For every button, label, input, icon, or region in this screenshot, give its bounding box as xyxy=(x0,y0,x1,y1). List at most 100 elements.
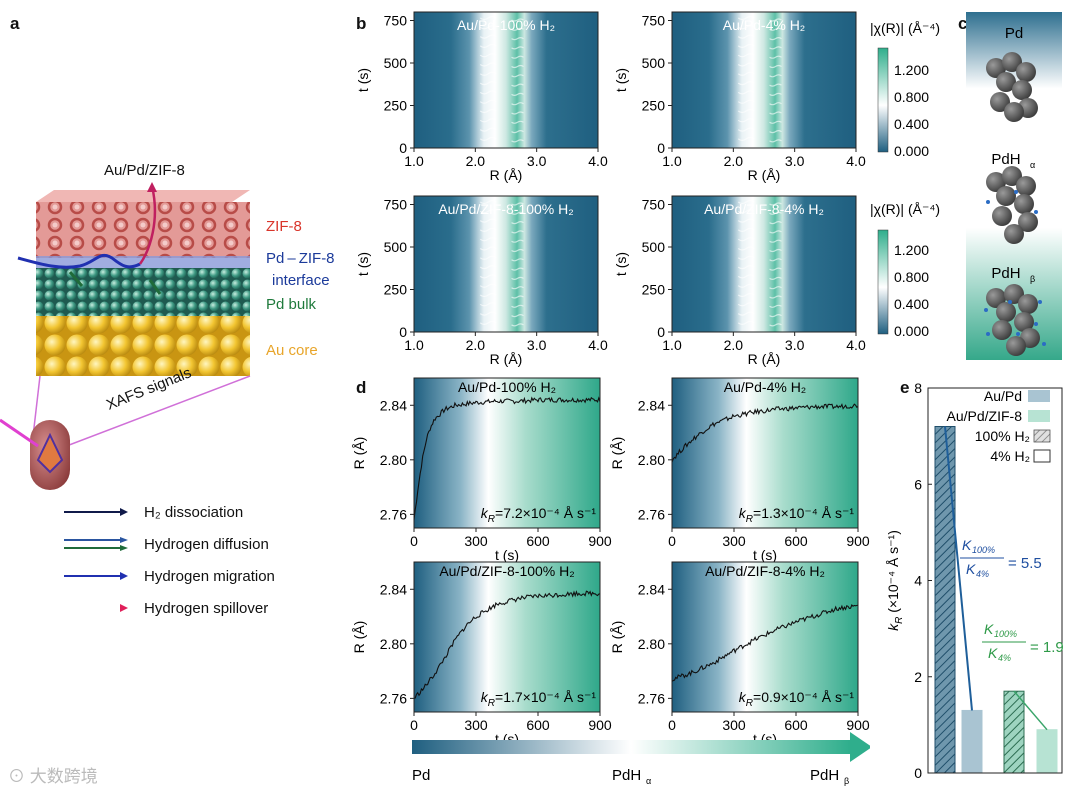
x-tick-label: 1.0 xyxy=(404,153,424,169)
watermark-text: 大数跨境 xyxy=(29,767,98,786)
heatmap-texture xyxy=(737,127,782,134)
legend-item-dissociation: H₂ dissociation xyxy=(64,496,275,528)
colorbar-tick: 1.200 xyxy=(894,242,929,258)
plot-title: Au/Pd/ZIF-8-100% H₂ xyxy=(439,563,574,579)
rate-label: kR=1.3×10⁻⁴ Å s⁻¹ xyxy=(739,505,855,525)
x-tick-label: 1.0 xyxy=(662,153,682,169)
rate-label: kR=0.9×10⁻⁴ Å s⁻¹ xyxy=(739,689,855,709)
x-tick-label: 600 xyxy=(784,533,808,549)
plot-frame xyxy=(671,377,859,529)
y-tick-label: 0 xyxy=(399,324,407,340)
x-tick-label: 600 xyxy=(526,533,550,549)
gradient-label-pdh-beta: PdH xyxy=(810,767,839,784)
ratio-num: K xyxy=(984,621,994,637)
heatmap-texture xyxy=(479,311,524,318)
heatmap-panel: Au/Pd-100% H₂ 1.0 2.0 3.0 4.0 0 250 500 750 R (Å)… xyxy=(355,11,940,367)
colorbar-tick: 1.200 xyxy=(894,62,929,78)
ratio-den: K xyxy=(966,561,976,577)
x-tick-label: 4.0 xyxy=(846,153,866,169)
y-tick-label: 2.76 xyxy=(638,690,665,706)
pd-cluster-1 xyxy=(986,52,1038,122)
heatmap-3: Au/Pd/ZIF-8-100% H₂ 1.0 2.0 3.0 4.0 0 250 500 75… xyxy=(355,195,608,367)
plot-background xyxy=(672,378,858,528)
kinetic-plot-4: Au/Pd/ZIF-8-4% H₂ kR=0.9×10⁻⁴ Å s⁻¹ 0 300 60… xyxy=(609,561,870,747)
colorbar-label-top: |χ(R)| (Å⁻⁴) xyxy=(870,20,940,36)
y-axis-label: R (Å) xyxy=(609,437,625,470)
heatmap-texture xyxy=(737,118,782,124)
y-tick-label: 2.80 xyxy=(638,636,665,652)
interface-label-line1: Pd – ZIF-8 xyxy=(266,250,335,267)
legend-label: Hydrogen diffusion xyxy=(144,535,269,553)
data-line xyxy=(671,604,859,682)
data-line xyxy=(671,403,859,463)
heatmap-texture xyxy=(737,136,782,143)
phase-label-sub: β xyxy=(1030,274,1035,284)
pd-bulk-label: Pd bulk xyxy=(266,296,317,313)
heatmap-image xyxy=(414,196,598,332)
y-tick-label: 250 xyxy=(642,282,666,298)
data-line xyxy=(413,396,601,520)
spillover-arrow xyxy=(138,185,157,265)
ratio-annotation-au-pd: K 100% K 4% = 5.5 xyxy=(960,537,1042,579)
heatmap-texture xyxy=(737,320,782,327)
colorbar-tick: 0.400 xyxy=(894,116,929,132)
zif8-label: ZIF-8 xyxy=(266,218,302,235)
legend-label: Hydrogen spillover xyxy=(144,599,269,617)
legend-100-h2: 100% H₂ xyxy=(975,428,1030,444)
heatmap-texture xyxy=(479,218,524,225)
gradient-sub: α xyxy=(646,776,651,786)
bar-2 xyxy=(961,709,983,774)
kinetic-plot-2: Au/Pd-4% H₂ kR=1.3×10⁻⁴ Å s⁻¹ 0 300 600 900 2.… xyxy=(609,377,870,563)
migration-arrow xyxy=(17,253,141,269)
heatmap-texture xyxy=(479,71,524,78)
pd-cluster-2 xyxy=(986,166,1038,244)
y-tick-label: 2.76 xyxy=(638,506,665,522)
y-tick-label: 500 xyxy=(642,55,666,71)
legend-label: Hydrogen migration xyxy=(144,567,275,585)
heatmap-texture xyxy=(737,81,782,87)
y-tick-label: 500 xyxy=(384,239,408,255)
interface-layer xyxy=(36,256,250,268)
colorbar-tick: 0.400 xyxy=(894,296,929,312)
heatmap-title: Au/Pd/ZIF-8-100% H₂ xyxy=(438,201,573,217)
nanoparticle-schematic xyxy=(0,182,251,490)
heatmap-texture xyxy=(479,90,524,96)
xafs-line-2 xyxy=(55,375,251,451)
y-axis-label: t (s) xyxy=(613,68,629,92)
heatmap-texture xyxy=(479,118,524,124)
heatmap-image xyxy=(414,12,598,148)
data-line xyxy=(413,590,601,699)
heatmap-texture xyxy=(479,283,524,290)
plot-background xyxy=(414,562,600,712)
legend-label: H₂ dissociation xyxy=(144,503,244,521)
x-tick-label: 4.0 xyxy=(846,337,866,353)
y-axis-label: kR (×10⁻⁴ Å s⁻¹) xyxy=(885,530,905,631)
plot-title: Au/Pd-4% H₂ xyxy=(724,379,806,395)
heatmap-texture xyxy=(479,136,524,143)
panel-letter-c: c xyxy=(958,14,968,33)
y-tick-label: 2.84 xyxy=(380,581,407,597)
heatmap-texture xyxy=(737,283,782,290)
x-tick-label: 600 xyxy=(526,717,550,733)
y-tick-label: 750 xyxy=(384,197,408,213)
ratio-den-sub: 4% xyxy=(998,653,1011,663)
heatmap-texture xyxy=(479,53,524,59)
plot-frame xyxy=(413,377,601,529)
diffusion-arrow-icon xyxy=(64,537,128,551)
heatmap-texture xyxy=(479,25,524,31)
panel-letter-a: a xyxy=(10,14,20,33)
heatmap-frame xyxy=(413,195,599,333)
phase-label-sub: α xyxy=(1030,160,1035,170)
rate-label: kR=7.2×10⁻⁴ Å s⁻¹ xyxy=(481,505,597,525)
x-axis-label: t (s) xyxy=(495,547,519,563)
heatmap-texture xyxy=(479,127,524,134)
x-axis-label: R (Å) xyxy=(490,167,523,183)
y-tick-label: 0 xyxy=(914,765,922,781)
x-axis-label: R (Å) xyxy=(748,351,781,367)
y-tick-label: 2.84 xyxy=(638,397,665,413)
colorbar-tick: 0.800 xyxy=(894,89,929,105)
y-axis-label: R (Å) xyxy=(609,621,625,654)
x-axis-label: R (Å) xyxy=(748,167,781,183)
heatmap-frame xyxy=(413,11,599,149)
